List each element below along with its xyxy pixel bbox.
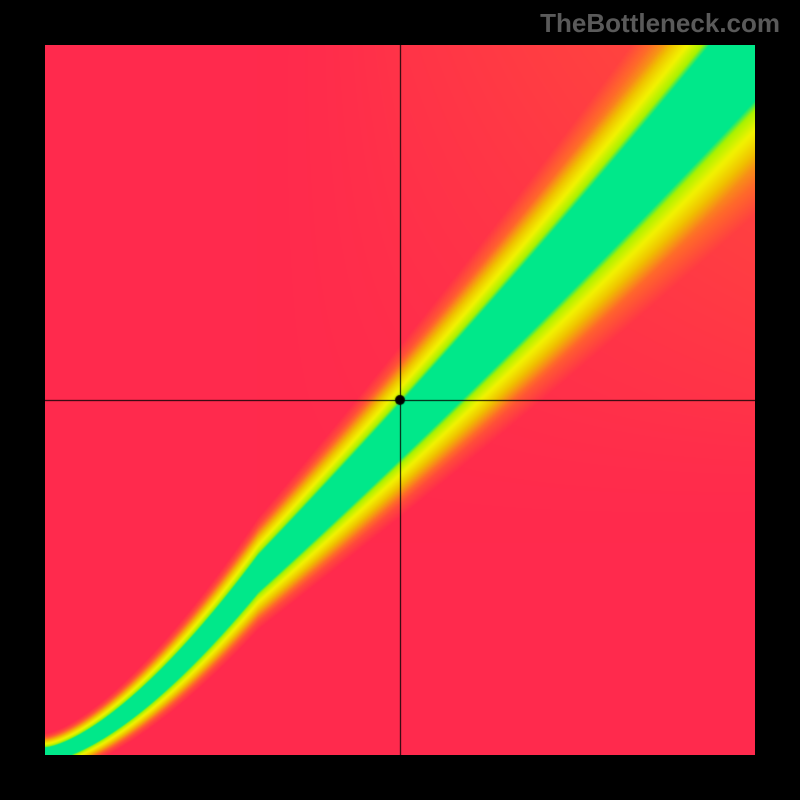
heatmap-canvas <box>45 45 755 755</box>
heatmap-chart <box>45 45 755 755</box>
watermark-text: TheBottleneck.com <box>540 8 780 39</box>
